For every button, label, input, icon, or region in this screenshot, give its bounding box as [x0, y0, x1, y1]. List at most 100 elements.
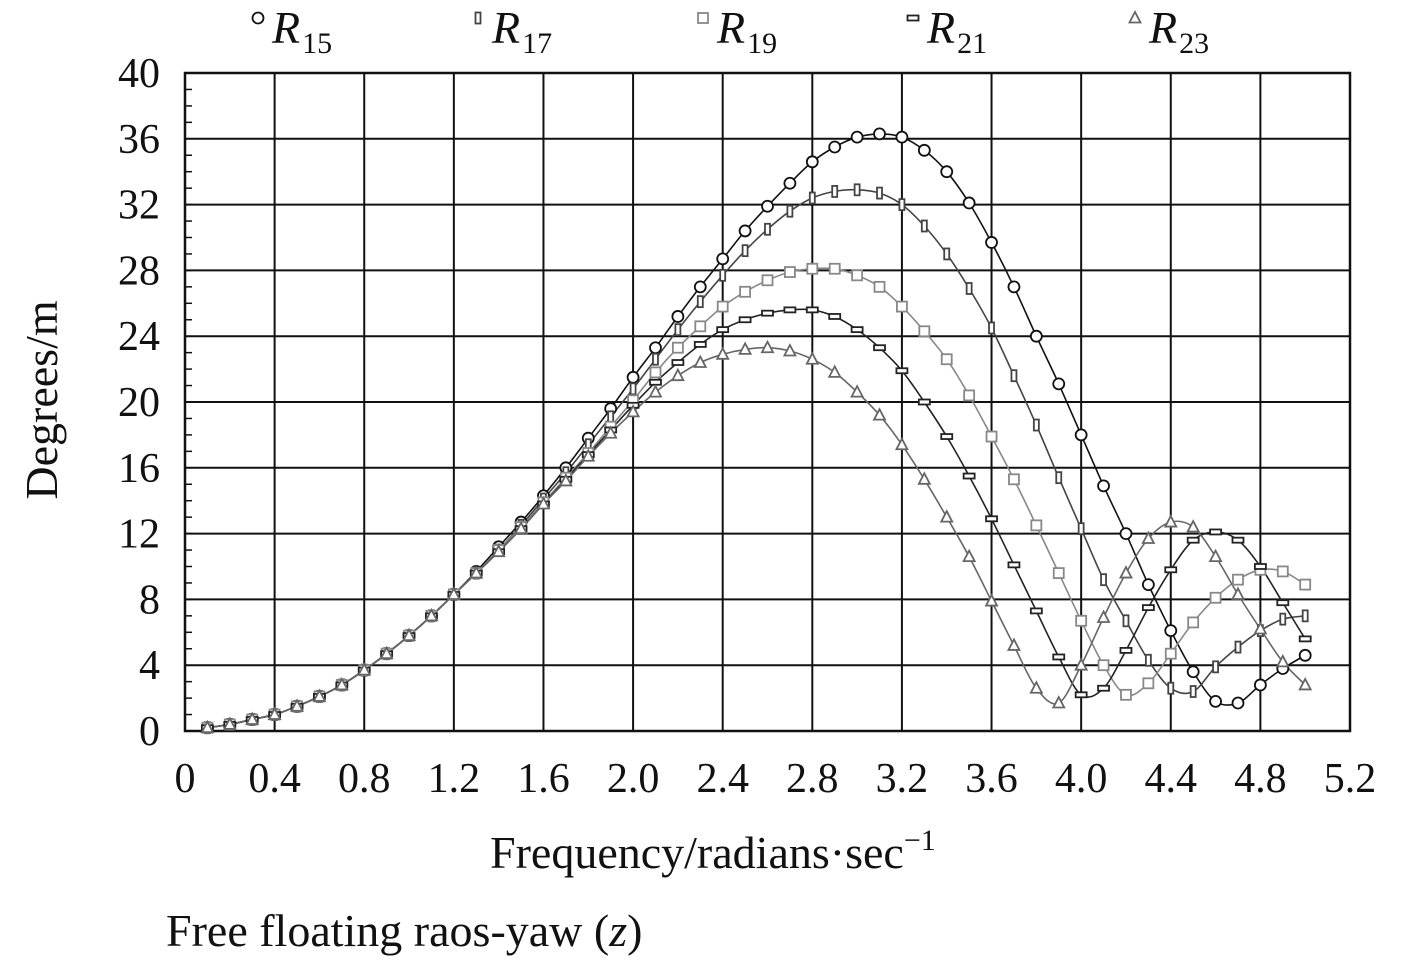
data-point: [1142, 677, 1155, 690]
legend-marker: [474, 11, 482, 25]
caption-variable: z: [608, 905, 627, 956]
data-point: [761, 274, 774, 287]
legend-label-main: R: [491, 2, 520, 53]
data-point: [917, 398, 931, 406]
data-point: [943, 247, 951, 261]
legend-label-subscript: 19: [747, 27, 777, 60]
data-point: [671, 310, 685, 323]
data-point: [1167, 681, 1175, 695]
data-point: [831, 185, 839, 198]
data-point: [918, 325, 931, 338]
series-markers: [200, 127, 1313, 735]
data-point: [1096, 609, 1111, 623]
data-point: [805, 155, 819, 169]
data-point: [828, 140, 842, 154]
data-point: [1164, 566, 1178, 574]
data-point: [716, 300, 729, 313]
legend-item-R21: R21: [906, 2, 987, 60]
data-point: [715, 346, 730, 360]
data-point: [514, 520, 529, 535]
data-point: [808, 191, 816, 205]
data-point: [1209, 528, 1222, 536]
data-point: [917, 471, 932, 485]
x-tick-label: 2.8: [786, 756, 839, 802]
data-point: [1075, 614, 1088, 627]
data-point: [1097, 684, 1110, 692]
data-point: [1144, 653, 1152, 667]
data-point: [1120, 688, 1132, 701]
data-point: [761, 309, 774, 317]
data-point: [962, 548, 977, 563]
data-point: [424, 607, 439, 622]
data-point: [1209, 591, 1222, 604]
data-point: [652, 352, 659, 366]
data-point: [719, 268, 727, 282]
y-tick-label: 36: [118, 117, 160, 163]
data-point: [379, 645, 394, 660]
legend-label: R15: [271, 2, 332, 60]
data-point: [222, 716, 237, 730]
data-point: [1074, 657, 1089, 671]
data-point: [245, 711, 260, 725]
data-point: [806, 262, 819, 275]
data-point: [939, 509, 954, 523]
data-point: [1298, 648, 1312, 662]
x-axis-title-main: Frequency/radians·sec: [490, 827, 904, 878]
legend-label-main: R: [271, 2, 300, 53]
legend-label: R23: [1148, 2, 1209, 60]
data-point: [940, 165, 954, 179]
y-tick-label: 28: [118, 248, 160, 294]
data-point: [1299, 578, 1312, 591]
caption-prefix: Free floating raos-yaw (: [166, 905, 609, 956]
data-point: [920, 219, 928, 233]
data-point: [1097, 479, 1110, 493]
data-point: [491, 543, 506, 558]
data-point: [985, 236, 998, 249]
data-point: [1010, 369, 1018, 383]
data-point: [1163, 514, 1178, 528]
data-point: [629, 382, 637, 396]
data-point: [850, 384, 865, 398]
data-point: [963, 389, 976, 402]
data-point: [873, 127, 886, 141]
data-point: [1253, 621, 1268, 635]
data-point: [783, 306, 797, 314]
data-point: [1032, 418, 1040, 432]
data-point: [738, 224, 752, 238]
legend-label-main: R: [716, 2, 745, 53]
data-point: [1029, 680, 1044, 694]
data-point: [782, 343, 797, 357]
data-point: [1007, 561, 1021, 569]
legend: R15 R17 R19 R21 R23: [251, 2, 1209, 60]
data-point: [649, 366, 662, 379]
legend-marker: [906, 14, 920, 22]
data-point: [873, 344, 886, 352]
data-point: [1276, 599, 1290, 607]
data-point: [603, 425, 618, 439]
legend-label: R19: [716, 2, 777, 60]
x-tick-label: 1.6: [517, 756, 570, 802]
y-tick-label: 16: [118, 446, 160, 492]
data-point: [693, 341, 707, 348]
legend-item-R23: R23: [1128, 2, 1209, 60]
data-point: [1122, 614, 1130, 628]
data-point: [671, 341, 684, 354]
data-point: [357, 662, 372, 676]
data-point: [764, 222, 771, 236]
series-markers-R21: [201, 306, 1312, 732]
data-point: [738, 341, 753, 355]
data-point: [402, 627, 417, 641]
data-point: [917, 143, 931, 157]
data-point: [536, 496, 551, 510]
data-point: [469, 565, 484, 579]
x-tick-label: 0.4: [248, 756, 301, 802]
data-point: [1074, 428, 1088, 442]
legend-label-subscript: 15: [302, 27, 332, 60]
x-tick-label: 4.4: [1145, 756, 1198, 802]
data-point: [649, 341, 662, 355]
data-point: [200, 719, 215, 734]
legend-label: R17: [491, 2, 552, 60]
data-point: [1029, 607, 1043, 615]
data-point: [607, 410, 615, 424]
data-point: [805, 306, 819, 314]
